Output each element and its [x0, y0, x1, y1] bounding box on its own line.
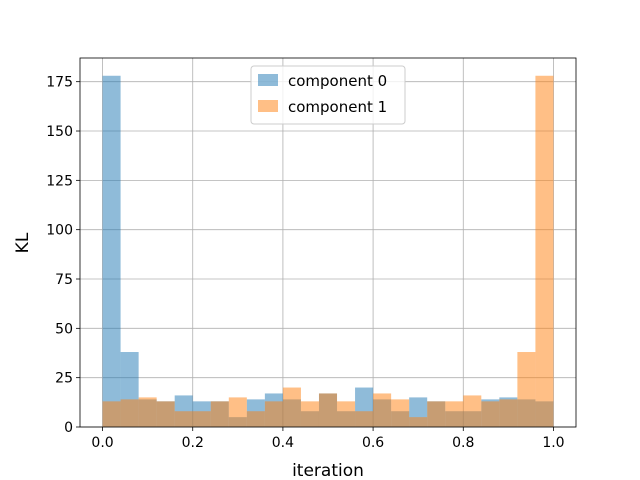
x-tick-label: 1.0 [542, 435, 564, 451]
x-axis-label: iteration [292, 461, 364, 480]
y-tick-label: 75 [55, 272, 73, 288]
bar-series-1-bin-1 [120, 399, 139, 427]
bar-series-1-bin-11 [300, 401, 319, 427]
bar-series-1-bin-8 [246, 411, 265, 427]
y-axis-ticks: 0 25 50 75 100 125 150 175 [46, 75, 80, 436]
bar-series-1-bin-22 [499, 399, 518, 427]
x-tick-label: 0.8 [452, 435, 474, 451]
bar-series-1-bin-16 [391, 399, 410, 427]
bar-series-1-bin-24 [535, 75, 554, 427]
y-tick-label: 125 [46, 173, 73, 189]
bar-series-1-bin-17 [409, 417, 428, 427]
bar-series-1-bin-0 [102, 401, 121, 427]
plot-frame [79, 57, 577, 428]
bar-series-1-bin-4 [174, 411, 193, 427]
bar-series-1-bin-6 [210, 401, 229, 427]
y-tick-label: 150 [46, 124, 73, 140]
legend-label-1: component 1 [288, 98, 387, 116]
legend: component 0 component 1 [250, 65, 406, 125]
y-tick-label: 50 [55, 321, 73, 337]
y-tick-label: 25 [55, 371, 73, 387]
bar-series-1-bin-3 [156, 401, 175, 427]
bar-series-1-bin-18 [427, 401, 446, 427]
bar-series-1-bin-2 [138, 397, 157, 427]
y-tick-label: 100 [46, 223, 73, 239]
x-tick-label: 0.6 [362, 435, 384, 451]
bar-series-1-bin-9 [264, 401, 283, 427]
legend-box [250, 65, 406, 125]
bar-series-1-bin-10 [282, 387, 301, 427]
legend-label-0: component 0 [288, 72, 387, 90]
legend-swatch-1 [258, 100, 278, 112]
bar-series-1-bin-20 [463, 395, 482, 427]
bar-series-1-bin-14 [355, 411, 374, 427]
bar-series-1-bin-19 [445, 401, 464, 427]
x-tick-label: 0.2 [182, 435, 204, 451]
y-tick-label: 175 [46, 75, 73, 91]
histogram-bars [102, 75, 554, 427]
bar-series-1-bin-12 [318, 393, 338, 427]
legend-swatch-0 [258, 74, 278, 86]
x-tick-label: 0.0 [91, 435, 113, 451]
bar-series-1-bin-21 [481, 401, 500, 427]
x-tick-label: 0.4 [272, 435, 294, 451]
y-axis-label: KL [13, 232, 33, 253]
bar-series-1-bin-15 [373, 393, 392, 427]
bar-series-1-bin-5 [192, 411, 211, 427]
bar-series-1-bin-23 [517, 352, 536, 427]
bar-series-1-bin-7 [228, 397, 247, 427]
bar-series-1-bin-13 [337, 401, 356, 427]
y-tick-label: 0 [64, 420, 73, 436]
x-axis-ticks: 0.0 0.2 0.4 0.6 0.8 1.0 [91, 427, 565, 451]
bar-series-0-bin-0 [102, 75, 121, 427]
